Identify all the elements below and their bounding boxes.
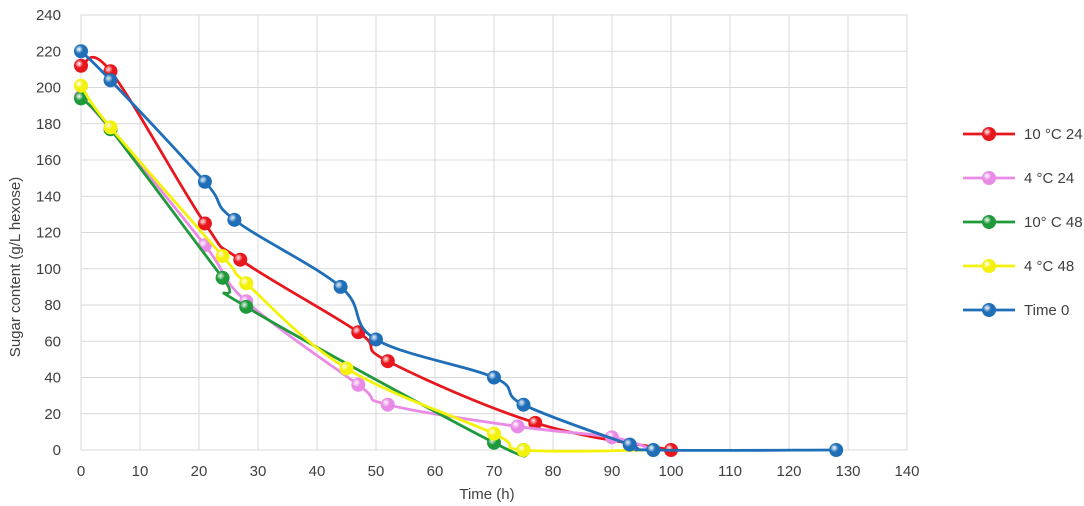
x-tick-label: 60 [427,463,444,480]
gridlines [80,14,908,451]
legend-item: 4 °C 24 [963,170,1074,187]
x-tick-label: 40 [309,463,326,480]
y-tick-label: 100 [36,261,61,278]
series-10-c-48 [74,91,531,458]
legend-marker [982,303,996,317]
y-tick-label: 240 [36,7,61,24]
data-point [103,73,118,88]
axes: 0 10 20 30 40 50 60 70 80 90 100 110 120 130 140 0 20 40 6… [36,7,920,480]
y-tick-label: 180 [36,116,61,133]
legend-item: Time 0 [963,302,1069,319]
data-point [622,437,637,452]
series-line [79,95,654,452]
legend-item: 10 °C 24 [963,126,1083,143]
x-tick-label: 140 [894,463,919,480]
data-point [516,397,531,412]
y-axis-title: Sugar content (g/L hexose) [7,177,24,357]
data-point [74,44,88,59]
x-axis-title: Time (h) [459,486,514,503]
data-point [646,443,661,457]
data-point [103,120,118,135]
y-tick-label: 220 [36,43,61,60]
x-tick-label: 0 [77,463,85,480]
data-point [197,216,212,231]
y-tick-label: 120 [36,225,61,242]
data-point [487,426,501,441]
y-tick-label: 140 [36,188,61,205]
x-tick-label: 10 [132,463,149,480]
data-point [227,212,242,227]
x-tick-label: 100 [658,463,683,480]
plot-area [74,44,844,458]
series-time-0 [74,44,844,457]
y-tick-label: 20 [44,406,61,423]
series-4-c-48 [74,78,661,457]
legend-label: Time 0 [1024,302,1069,319]
series-line [79,97,527,458]
data-point [380,397,395,412]
data-point [74,58,88,73]
x-tick-label: 130 [835,463,860,480]
y-tick-label: 200 [36,80,61,97]
y-tick-label: 0 [53,442,61,459]
data-point [215,270,230,285]
data-point [380,354,395,369]
data-point [829,443,844,457]
y-tick-label: 80 [44,297,61,314]
legend-marker [982,171,996,185]
legend-label: 10 °C 24 [1024,126,1083,143]
data-point [239,276,254,291]
legend: 10 °C 24 4 °C 24 10° C 48 4 °C 48 Time 0 [963,126,1083,319]
legend-label: 10° C 48 [1024,214,1083,231]
data-point [74,78,88,93]
data-point [333,279,348,294]
x-tick-label: 20 [191,463,208,480]
y-tick-label: 160 [36,152,61,169]
data-point [233,252,248,267]
x-tick-label: 90 [604,463,621,480]
data-point [510,419,525,434]
data-point [197,174,212,189]
y-tick-label: 40 [44,370,61,387]
legend-item: 4 °C 48 [963,258,1074,275]
x-tick-label: 50 [368,463,385,480]
legend-label: 4 °C 24 [1024,170,1074,187]
legend-marker [982,259,996,273]
x-tick-label: 80 [545,463,562,480]
legend-marker [982,127,996,141]
legend-label: 4 °C 48 [1024,258,1074,275]
series-line [80,50,837,452]
x-tick-label: 110 [718,463,742,480]
data-point [369,332,383,347]
legend-item: 10° C 48 [963,214,1083,231]
x-tick-label: 70 [486,463,503,480]
data-point [239,299,254,314]
y-tick-label: 60 [44,333,61,350]
data-point [215,249,230,264]
legend-marker [982,215,996,229]
data-point [516,443,531,457]
x-tick-label: 30 [250,463,267,480]
series-4-c-24 [74,89,661,457]
x-tick-label: 120 [776,463,801,480]
data-point [487,370,501,385]
data-point [339,361,354,376]
data-point [351,377,366,392]
